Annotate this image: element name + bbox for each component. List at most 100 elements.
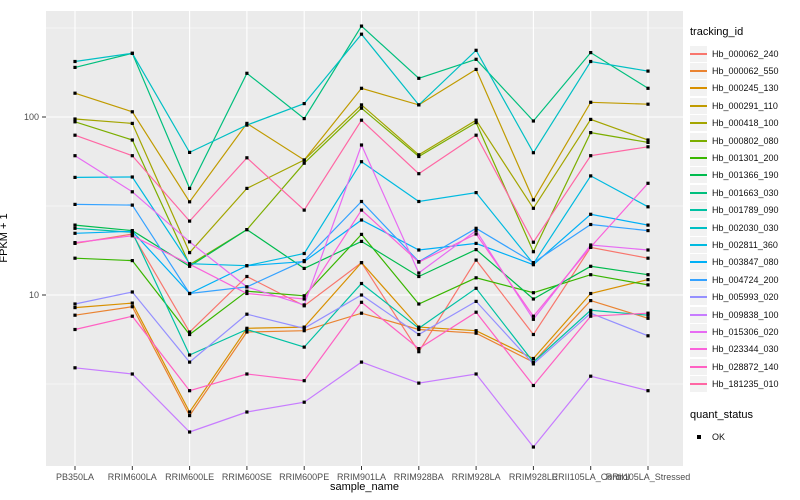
data-point [188,150,192,154]
legend-item-label: Hb_001366_190 [712,170,779,181]
legend-item-Hb_004724_200: Hb_004724_200 [690,271,798,288]
data-point [359,311,364,315]
data-point [646,389,650,393]
data-point [531,362,535,366]
data-point [73,154,77,158]
data-point [73,306,77,310]
data-point [646,316,650,320]
legend-key-swatch [690,254,707,271]
legend-key-swatch [690,184,707,201]
data-point [474,226,478,230]
data-point [531,119,535,123]
data-point [130,372,134,376]
data-point [646,145,650,149]
data-point [302,259,306,263]
data-point [245,372,249,376]
data-point [359,118,364,122]
data-point [531,151,535,155]
legend-key-swatch [690,97,707,114]
x-tick-label: RRIM600SE [222,472,272,482]
data-point [417,260,421,264]
legend-item-Hb_001366_190: Hb_001366_190 [690,167,798,184]
data-point [474,57,478,61]
data-point [417,302,421,306]
data-point [359,103,364,107]
legend-item-Hb_001789_090: Hb_001789_090 [690,202,798,219]
data-point [245,327,249,332]
data-point [359,208,364,212]
data-point [531,360,535,364]
data-point [589,222,593,227]
x-tick-label: RRIM600PE [279,472,329,482]
data-point [589,51,593,55]
data-point [188,262,192,266]
legend-item-Hb_023344_030: Hb_023344_030 [690,341,798,358]
data-point [474,191,478,195]
data-point [359,32,364,36]
data-point [474,48,478,52]
data-point [589,245,593,249]
legend-items-tracking-id: Hb_000062_240 Hb_000062_550 Hb_000245_130 H… [690,45,798,393]
data-point [302,400,306,404]
data-point [646,205,650,209]
legend-key-swatch [690,115,707,132]
data-point [302,251,306,256]
data-point [245,156,249,160]
data-point [245,71,249,75]
data-point [646,256,650,260]
data-point [188,410,192,414]
data-point [302,326,306,330]
legend-title-tracking-id: tracking_id [690,26,744,38]
legend-key-swatch [690,271,707,288]
legend-item-label: Hb_181235_010 [712,379,779,390]
data-point [359,261,364,265]
legend-key-swatch [690,376,707,393]
legend-item-label: Hb_000291_110 [712,100,778,111]
data-point [417,154,421,159]
legend-item-label: Hb_000802_080 [712,135,779,146]
legend-item-Hb_000062_550: Hb_000062_550 [690,62,798,80]
data-point [646,248,650,252]
data-point [359,281,364,286]
legend-item-label: Hb_001789_090 [712,205,779,216]
data-point [646,229,650,233]
data-point [474,286,478,290]
data-point [130,290,134,294]
data-point [417,199,421,204]
data-point [417,347,421,351]
data-point [531,445,535,449]
data-point [245,123,249,127]
data-point [359,86,364,90]
legend-item-label: Hb_023344_030 [712,344,779,355]
legend-item-Hb_002030_030: Hb_002030_030 [690,219,798,236]
data-point [417,172,421,176]
x-tick-label: RRIM928LA [452,472,501,482]
data-point [589,264,593,268]
data-point [130,301,134,305]
legend-key-swatch [690,45,707,62]
data-point [359,160,364,164]
legend-item-Hb_000062_240: Hb_000062_240 [690,45,798,62]
y-tick-label: 10 [29,290,39,300]
data-point [474,248,478,252]
data-point [73,223,77,227]
data-point [73,302,77,306]
data-point [245,228,249,232]
legend-item-Hb_000418_100: Hb_000418_100 [690,115,798,132]
data-point [130,305,134,309]
data-point [130,110,134,114]
data-point [130,154,134,158]
data-point [589,59,593,64]
data-point [130,259,134,263]
data-point [188,200,192,204]
data-point [474,310,478,314]
data-point [188,264,192,268]
data-point [474,67,478,71]
data-point [417,274,421,279]
data-point [188,251,192,255]
data-point [245,121,249,125]
legend-key-swatch [690,358,707,375]
legend-items-quant-status: OK [690,428,798,445]
data-point [302,158,306,162]
